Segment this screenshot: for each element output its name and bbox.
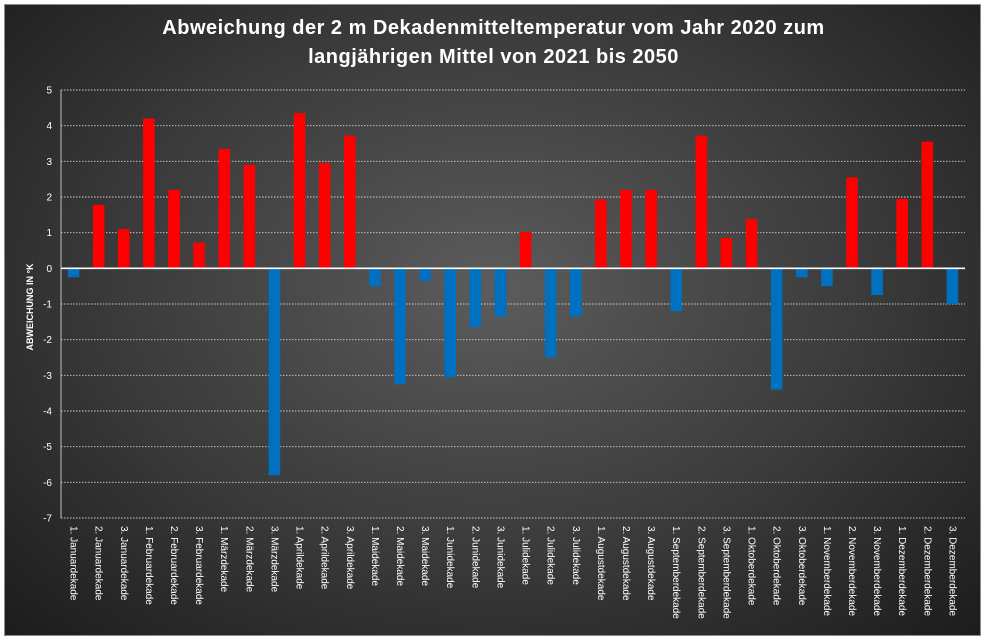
- x-tick-label: 2. Dezemberdekade: [921, 526, 932, 616]
- bar: [745, 219, 758, 269]
- bar: [419, 268, 431, 281]
- bar: [821, 268, 833, 287]
- chart-frame: [4, 4, 981, 636]
- x-tick-label: 1. Julidekade: [520, 526, 531, 585]
- y-tick-label: -1: [43, 300, 52, 311]
- x-tick-label: 1. Septemberdekade: [670, 526, 681, 619]
- x-tick-label: 2. Novemberdekade: [846, 526, 857, 616]
- x-tick-label: 3. Oktoberdekade: [796, 526, 807, 606]
- x-tick-label: 1. Märzdekade: [218, 526, 229, 593]
- x-tick-label: 1. Oktoberdekade: [746, 526, 757, 606]
- y-tick-label: 5: [46, 86, 52, 97]
- x-tick-label: 3. Julidekade: [570, 526, 581, 585]
- x-tick-label: 1. Aprildekade: [294, 526, 305, 590]
- chart-title-line-1: Abweichung der 2 m Dekadenmitteltemperat…: [162, 17, 825, 39]
- bar: [645, 189, 657, 269]
- y-tick-label: -5: [43, 442, 52, 453]
- bar: [394, 268, 406, 385]
- bar: [720, 238, 733, 269]
- bar: [293, 113, 306, 269]
- x-tick-label: 3. Junidekade: [494, 526, 505, 589]
- x-tick-label: 2. Julidekade: [545, 526, 556, 585]
- x-tick-label: 1. Februardekade: [143, 526, 154, 605]
- bar: [318, 163, 331, 269]
- x-tick-label: 2. Aprildekade: [319, 526, 330, 590]
- x-tick-label: 3. Dezemberdekade: [946, 526, 957, 616]
- x-tick-label: 1. Dezemberdekade: [896, 526, 907, 616]
- y-tick-label: 1: [46, 228, 52, 239]
- bar: [519, 231, 532, 269]
- x-tick-label: 3. Aprildekade: [344, 526, 355, 590]
- bar: [846, 177, 858, 269]
- bar: [92, 204, 105, 269]
- x-tick-label: 3. Septemberdekade: [720, 526, 731, 619]
- bar: [118, 229, 130, 269]
- chart-title-line-2: langjährigen Mittel von 2021 bis 2050: [308, 46, 679, 68]
- bar: [369, 268, 381, 287]
- bar: [494, 268, 507, 317]
- y-tick-label: -4: [43, 407, 52, 418]
- x-tick-label: 3. Augustdekade: [645, 526, 656, 601]
- x-tick-label: 3. Novemberdekade: [871, 526, 882, 616]
- x-tick-label: 2. Junidekade: [469, 526, 480, 589]
- y-tick-label: 4: [46, 121, 52, 132]
- x-tick-label: 2. Januardekade: [93, 526, 104, 601]
- bar: [695, 135, 708, 269]
- bar: [570, 268, 582, 317]
- x-tick-label: 3. Märzdekade: [268, 526, 279, 593]
- y-tick-label: 0: [46, 264, 52, 275]
- x-tick-label: 1. Augustdekade: [595, 526, 606, 601]
- x-tick-label: 1. Novemberdekade: [821, 526, 832, 616]
- y-tick-label: -7: [43, 514, 52, 525]
- bar: [946, 268, 959, 304]
- x-tick-label: 2. Augustdekade: [620, 526, 631, 601]
- bar: [344, 135, 356, 269]
- bar: [67, 268, 80, 278]
- y-tick-label: -2: [43, 335, 52, 346]
- bar: [168, 189, 180, 269]
- x-tick-label: 1. Junidekade: [444, 526, 455, 589]
- x-tick-label: 3. Maidekade: [419, 526, 430, 586]
- x-tick-label: 2. Septemberdekade: [695, 526, 706, 619]
- bar: [193, 242, 205, 269]
- bar: [143, 118, 155, 269]
- bar: [243, 164, 256, 269]
- y-tick-label: -6: [43, 478, 52, 489]
- bar: [218, 148, 230, 269]
- y-tick-label: 3: [46, 157, 52, 168]
- bar: [770, 268, 783, 390]
- bar: [595, 199, 607, 269]
- x-tick-label: 2. Märzdekade: [243, 526, 254, 593]
- bar: [796, 268, 808, 278]
- y-tick-label: -3: [43, 371, 52, 382]
- bar: [896, 198, 908, 269]
- x-tick-label: 2. Maidekade: [394, 526, 405, 586]
- x-tick-label: 3. Februardekade: [193, 526, 204, 605]
- x-tick-label: 2. Februardekade: [168, 526, 179, 605]
- x-tick-label: 1. Januardekade: [68, 526, 79, 601]
- bar: [444, 268, 456, 378]
- x-tick-label: 3. Januardekade: [118, 526, 129, 601]
- x-tick-label: 2. Oktoberdekade: [771, 526, 782, 606]
- bar: [469, 268, 482, 328]
- bar: [871, 268, 883, 296]
- y-tick-label: 2: [46, 193, 52, 204]
- bar: [921, 141, 934, 269]
- x-tick-label: 1. Maidekade: [369, 526, 380, 586]
- bar: [544, 268, 557, 358]
- chart-title: Abweichung der 2 m Dekadenmitteltemperat…: [0, 14, 987, 72]
- bar: [620, 189, 632, 269]
- bar: [670, 268, 682, 312]
- bar: [268, 268, 281, 476]
